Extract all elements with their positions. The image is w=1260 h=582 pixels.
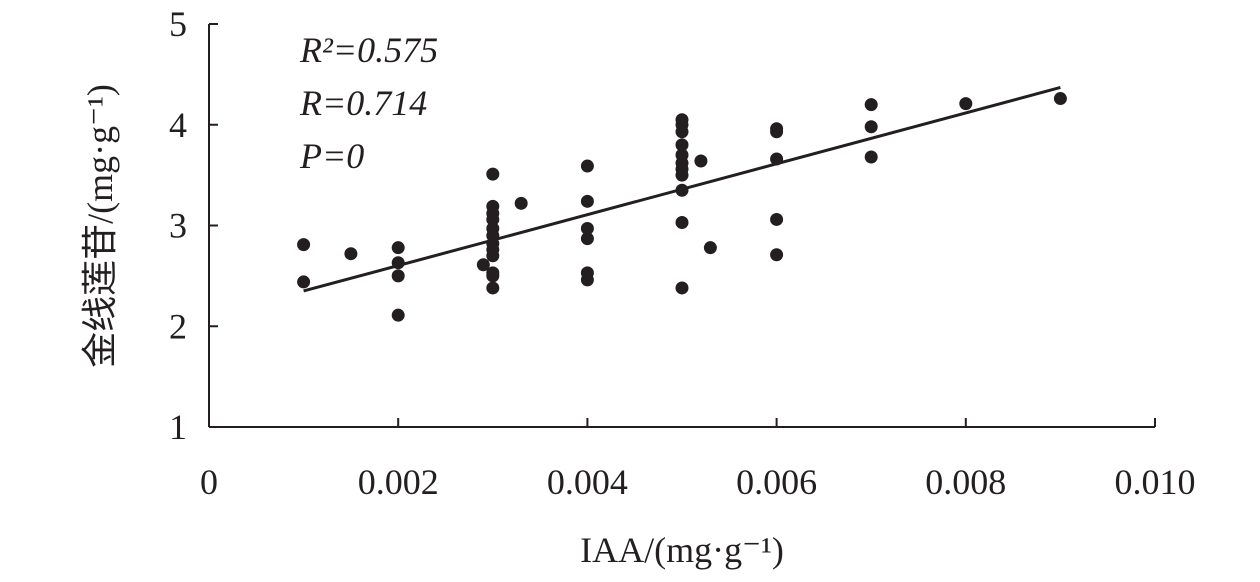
data-point — [675, 138, 689, 152]
data-point — [959, 97, 973, 111]
y-tick-label: 4 — [169, 105, 187, 145]
data-point — [864, 120, 878, 134]
y-tick-label: 2 — [169, 306, 187, 346]
data-point — [344, 247, 358, 261]
data-point — [391, 241, 405, 255]
data-point — [694, 154, 708, 168]
data-point — [486, 167, 500, 181]
x-tick-label: 0.010 — [1115, 462, 1196, 502]
data-point — [770, 212, 784, 226]
x-tick-label: 0.008 — [925, 462, 1006, 502]
data-point — [476, 258, 490, 272]
data-point — [580, 194, 594, 208]
y-axis-label: 金线莲苷/(mg·g⁻¹) — [80, 84, 120, 368]
data-point — [770, 152, 784, 166]
data-point — [391, 308, 405, 322]
data-point — [675, 215, 689, 229]
data-point — [1053, 92, 1067, 106]
data-point — [514, 196, 528, 210]
data-point — [297, 238, 311, 252]
y-tick-label: 1 — [169, 407, 187, 447]
data-point — [864, 98, 878, 112]
x-axis-label: IAA/(mg·g⁻¹) — [580, 530, 784, 570]
data-point — [580, 222, 594, 236]
data-point — [675, 125, 689, 139]
data-point — [703, 241, 717, 255]
y-tick-label: 3 — [169, 206, 187, 246]
data-point — [486, 281, 500, 295]
x-tick-label: 0.004 — [547, 462, 628, 502]
x-tick-label: 0 — [200, 462, 218, 502]
data-point — [675, 183, 689, 197]
data-point — [864, 150, 878, 164]
data-point — [391, 269, 405, 283]
data-point — [486, 249, 500, 263]
data-point — [770, 248, 784, 262]
data-point — [486, 269, 500, 283]
x-tick-label: 0.002 — [358, 462, 439, 502]
data-point — [580, 273, 594, 287]
data-point — [675, 281, 689, 295]
annotation-r: R=0.714 — [299, 83, 427, 123]
data-point — [391, 256, 405, 270]
data-point — [770, 125, 784, 139]
y-tick-label: 5 — [169, 4, 187, 44]
data-point — [297, 275, 311, 289]
annotation-p: P=0 — [299, 136, 364, 176]
data-point — [675, 168, 689, 182]
annotation-r2: R²=0.575 — [299, 30, 438, 70]
data-point — [486, 212, 500, 226]
x-tick-label: 0.006 — [736, 462, 817, 502]
data-point — [580, 159, 594, 173]
data-point — [580, 232, 594, 246]
